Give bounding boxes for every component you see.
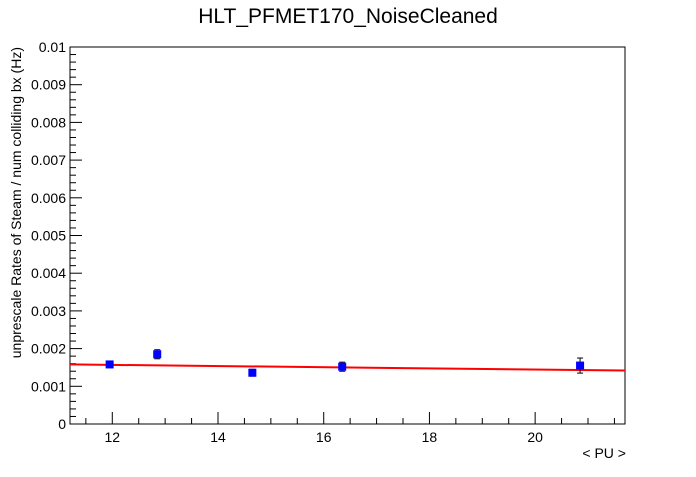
chart-title: HLT_PFMET170_NoiseCleaned xyxy=(198,5,498,28)
data-point xyxy=(153,350,162,359)
y-axis-label: unprescale Rates of Steam / num collidin… xyxy=(8,47,24,358)
x-tick-label: 12 xyxy=(104,429,120,445)
y-tick-label: 0.004 xyxy=(31,265,66,281)
x-axis-label: < PU > xyxy=(582,445,626,461)
y-tick-label: 0.007 xyxy=(31,152,66,168)
y-tick-label: 0.003 xyxy=(31,303,66,319)
y-tick-label: 0.009 xyxy=(31,77,66,93)
y-tick-label: 0.006 xyxy=(31,190,66,206)
y-tick-label: 0.002 xyxy=(31,341,66,357)
y-tick-label: 0.008 xyxy=(31,114,66,130)
x-tick-label: 18 xyxy=(422,429,438,445)
data-point xyxy=(576,361,585,370)
y-tick-label: 0 xyxy=(58,416,66,432)
data-point xyxy=(338,362,347,371)
x-tick-label: 20 xyxy=(527,429,543,445)
fit-line xyxy=(69,363,626,372)
y-tick-label: 0.005 xyxy=(31,228,66,244)
data-point xyxy=(105,360,114,369)
y-tick-label: 0.01 xyxy=(39,39,66,55)
x-tick-label: 16 xyxy=(316,429,332,445)
y-tick-label: 0.001 xyxy=(31,378,66,394)
data-point xyxy=(248,368,257,377)
x-tick-label: 14 xyxy=(210,429,226,445)
plot-layer: 0 0.001 0.002 0.003 0.004 0.005 0.006 0.007 0.00… xyxy=(31,39,626,445)
